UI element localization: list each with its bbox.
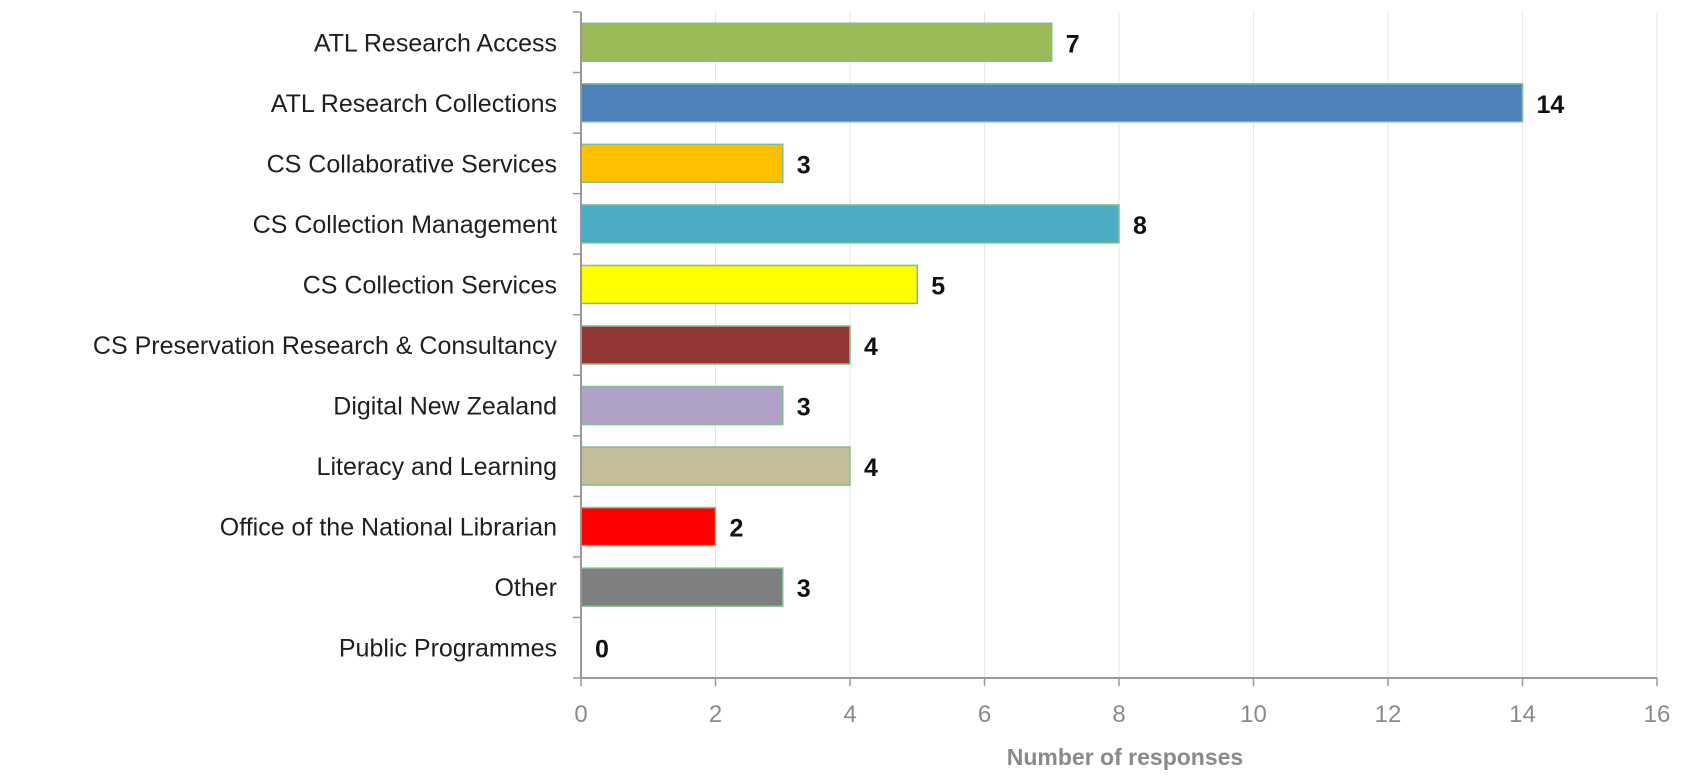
x-tick-label: 0 [574,701,587,728]
data-label: 4 [864,454,878,482]
data-label: 3 [797,151,811,179]
x-axis-title: Number of responses [1007,744,1243,770]
x-tick-label: 8 [1112,701,1125,728]
bars [580,22,1524,607]
category-label: Other [494,574,557,602]
category-label: CS Collection Management [253,211,557,239]
x-tick-label: 2 [709,701,722,728]
data-label: 0 [595,636,609,664]
data-label: 3 [797,575,811,603]
bar [580,22,1053,63]
data-label: 8 [1133,212,1147,240]
bar [580,506,717,547]
gridlines [715,12,1658,678]
x-tick-label: 10 [1240,701,1267,728]
category-label: CS Preservation Research & Consultancy [93,332,558,360]
category-label: ATL Research Collections [271,90,557,118]
bar [580,143,784,184]
data-label: 4 [864,333,878,361]
data-label: 7 [1066,30,1080,58]
category-label: Digital New Zealand [333,393,557,421]
data-label: 5 [931,272,945,300]
x-tick-label: 14 [1509,701,1536,728]
category-label: ATL Research Access [314,29,557,57]
category-label: Literacy and Learning [317,453,557,481]
category-label: CS Collaborative Services [267,150,557,178]
x-tick-label: 4 [843,701,856,728]
bar [580,446,851,486]
category-label: CS Collection Services [303,271,557,299]
data-label: 3 [797,394,811,422]
bar [580,264,918,305]
data-labels: 7 14 3 8 5 4 3 4 2 3 0 [595,30,1564,663]
bar [580,385,784,426]
x-tick-label: 16 [1644,701,1671,728]
category-labels: ATL Research Access ATL Research Collecti… [93,29,558,662]
bar [580,325,851,365]
x-tick-label: 6 [978,701,991,728]
category-label: Office of the National Librarian [220,514,557,542]
axes [573,11,1658,686]
data-label: 14 [1537,91,1565,119]
bar [580,204,1120,244]
category-label: Public Programmes [339,635,557,663]
bar [580,83,1524,123]
x-tick-labels: 0 2 4 6 8 10 12 14 16 [574,701,1670,728]
bar [580,567,784,607]
x-tick-label: 12 [1375,701,1402,728]
data-label: 2 [730,515,744,543]
